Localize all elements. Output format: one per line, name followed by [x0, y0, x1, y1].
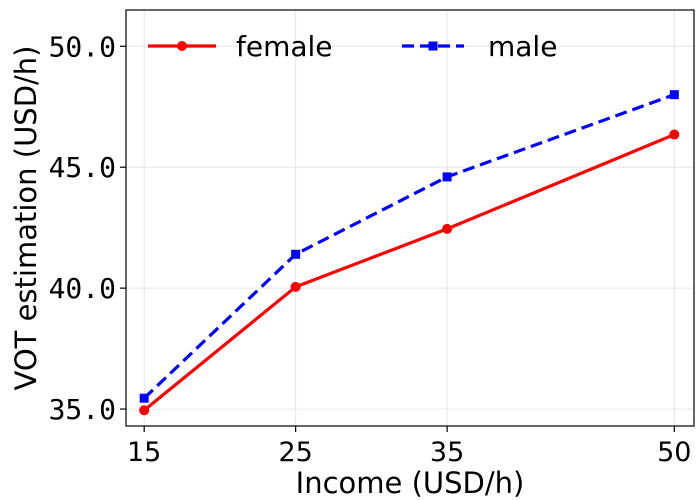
- y-tick-label: 50.0: [49, 30, 116, 63]
- x-tick-label: 15: [127, 437, 161, 468]
- grid: [126, 10, 694, 426]
- legend-label-female: female: [236, 30, 333, 63]
- data-point-male: [291, 249, 301, 259]
- x-tick-label: 25: [278, 437, 312, 468]
- legend-marker-female: [177, 41, 187, 51]
- legend: female male: [148, 30, 557, 63]
- y-tick-label: 45.0: [49, 151, 116, 184]
- legend-marker-male: [428, 41, 438, 51]
- series-group: [139, 90, 680, 416]
- data-point-female: [139, 405, 150, 416]
- data-point-female: [442, 223, 453, 234]
- y-tick-label: 35.0: [49, 393, 116, 426]
- series-line-male: [143, 93, 675, 400]
- y-axis-label: VOT estimation (USD/h): [9, 46, 43, 391]
- y-axis-ticks: 35.0 40.0 45.0 50.0: [49, 30, 126, 426]
- x-tick-label: 35: [430, 437, 464, 468]
- legend-label-male: male: [488, 30, 557, 63]
- data-point-female: [290, 281, 301, 292]
- y-tick-label: 40.0: [49, 272, 116, 305]
- data-point-female: [669, 129, 680, 140]
- data-point-male: [669, 90, 679, 100]
- plot-frame: [125, 9, 695, 427]
- data-point-male: [442, 172, 452, 182]
- x-axis-ticks: 15 25 35 50: [127, 426, 691, 468]
- data-point-male: [139, 393, 149, 403]
- x-axis-label: Income (USD/h): [296, 466, 525, 500]
- x-tick-label: 50: [657, 437, 691, 468]
- series-line-female: [143, 133, 675, 412]
